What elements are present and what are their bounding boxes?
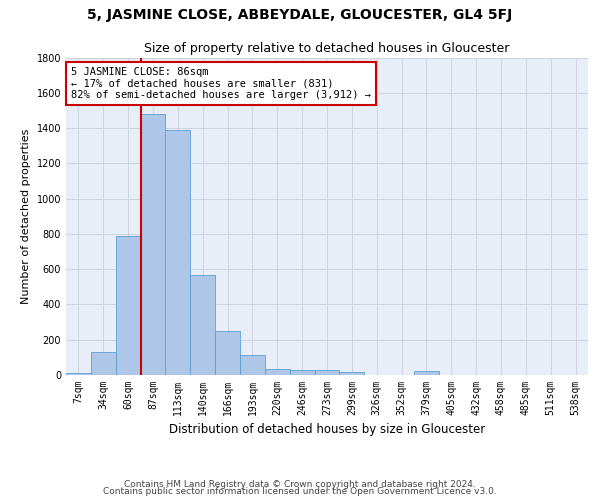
Text: Contains HM Land Registry data © Crown copyright and database right 2024.: Contains HM Land Registry data © Crown c… bbox=[124, 480, 476, 489]
Text: 5 JASMINE CLOSE: 86sqm
← 17% of detached houses are smaller (831)
82% of semi-de: 5 JASMINE CLOSE: 86sqm ← 17% of detached… bbox=[71, 67, 371, 100]
Text: Contains public sector information licensed under the Open Government Licence v3: Contains public sector information licen… bbox=[103, 487, 497, 496]
Bar bbox=[215, 331, 240, 375]
Bar bbox=[414, 372, 439, 375]
Title: Size of property relative to detached houses in Gloucester: Size of property relative to detached ho… bbox=[145, 42, 509, 55]
X-axis label: Distribution of detached houses by size in Gloucester: Distribution of detached houses by size … bbox=[169, 424, 485, 436]
Bar bbox=[66, 373, 91, 375]
Bar bbox=[190, 276, 215, 375]
Y-axis label: Number of detached properties: Number of detached properties bbox=[21, 128, 31, 304]
Bar bbox=[340, 372, 364, 375]
Text: 5, JASMINE CLOSE, ABBEYDALE, GLOUCESTER, GL4 5FJ: 5, JASMINE CLOSE, ABBEYDALE, GLOUCESTER,… bbox=[88, 8, 512, 22]
Bar bbox=[314, 370, 340, 375]
Bar bbox=[265, 369, 290, 375]
Bar bbox=[91, 352, 116, 375]
Bar bbox=[116, 236, 140, 375]
Bar bbox=[140, 114, 166, 375]
Bar bbox=[240, 354, 265, 375]
Bar bbox=[166, 130, 190, 375]
Bar bbox=[290, 370, 314, 375]
